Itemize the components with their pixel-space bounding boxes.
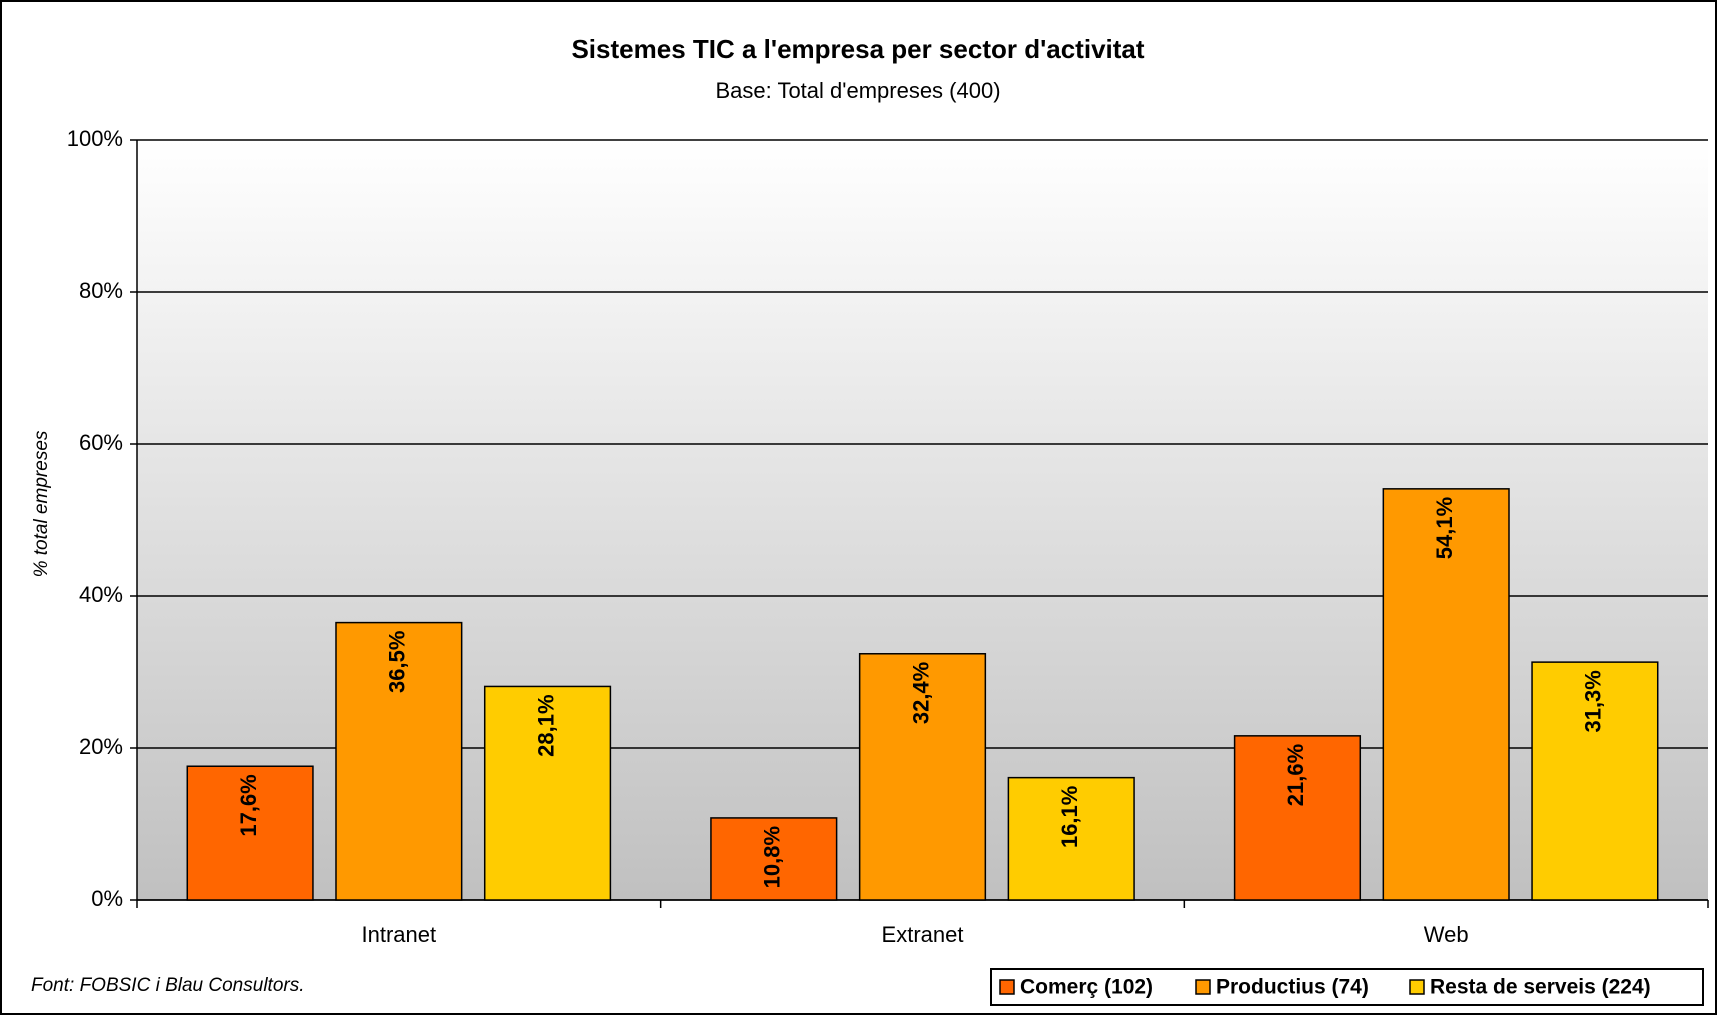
y-tick-label: 60% (79, 430, 123, 455)
value-label: 10,8% (760, 826, 785, 888)
bar (858, 653, 987, 901)
y-tick-label: 100% (67, 126, 123, 151)
y-tick-label: 20% (79, 734, 123, 759)
bar (1531, 661, 1659, 901)
y-tick-label: 80% (79, 278, 123, 303)
value-label: 32,4% (908, 662, 933, 724)
value-label: 21,6% (1283, 744, 1308, 806)
legend-label: Resta de serveis (224) (1430, 976, 1651, 999)
x-tick-label: Extranet (882, 922, 964, 947)
legend (990, 968, 1704, 1006)
legend-swatch (999, 979, 1015, 995)
bar (1233, 735, 1362, 901)
chart-subtitle: Base: Total d'empreses (400) (715, 78, 1000, 103)
legend-label: Productius (74) (1216, 976, 1369, 999)
x-tick-label: Web (1424, 922, 1469, 947)
chart-title: Sistemes TIC a l'empresa per sector d'ac… (571, 34, 1144, 64)
value-label: 31,3% (1581, 670, 1606, 732)
legend-label: Comerç (102) (1020, 976, 1153, 999)
bar (1007, 776, 1135, 901)
bar (1382, 488, 1510, 901)
source: Font: FOBSIC i Blau Consultors. (31, 975, 305, 996)
y-tick-label: 40% (79, 582, 123, 607)
bar (186, 765, 314, 901)
bar (483, 685, 612, 901)
bar (335, 621, 463, 901)
y-tick-label: 0% (91, 886, 123, 911)
value-label: 16,1% (1057, 786, 1082, 848)
y-axis-label: % total empreses (31, 430, 52, 577)
value-label: 17,6% (236, 774, 261, 836)
bar (710, 817, 838, 901)
value-label: 36,5% (385, 631, 410, 693)
value-label: 28,1% (533, 694, 558, 756)
x-tick-label: Intranet (362, 922, 437, 947)
legend-swatch (1409, 979, 1425, 995)
value-label: 54,1% (1432, 497, 1457, 559)
legend-swatch (1195, 979, 1211, 995)
